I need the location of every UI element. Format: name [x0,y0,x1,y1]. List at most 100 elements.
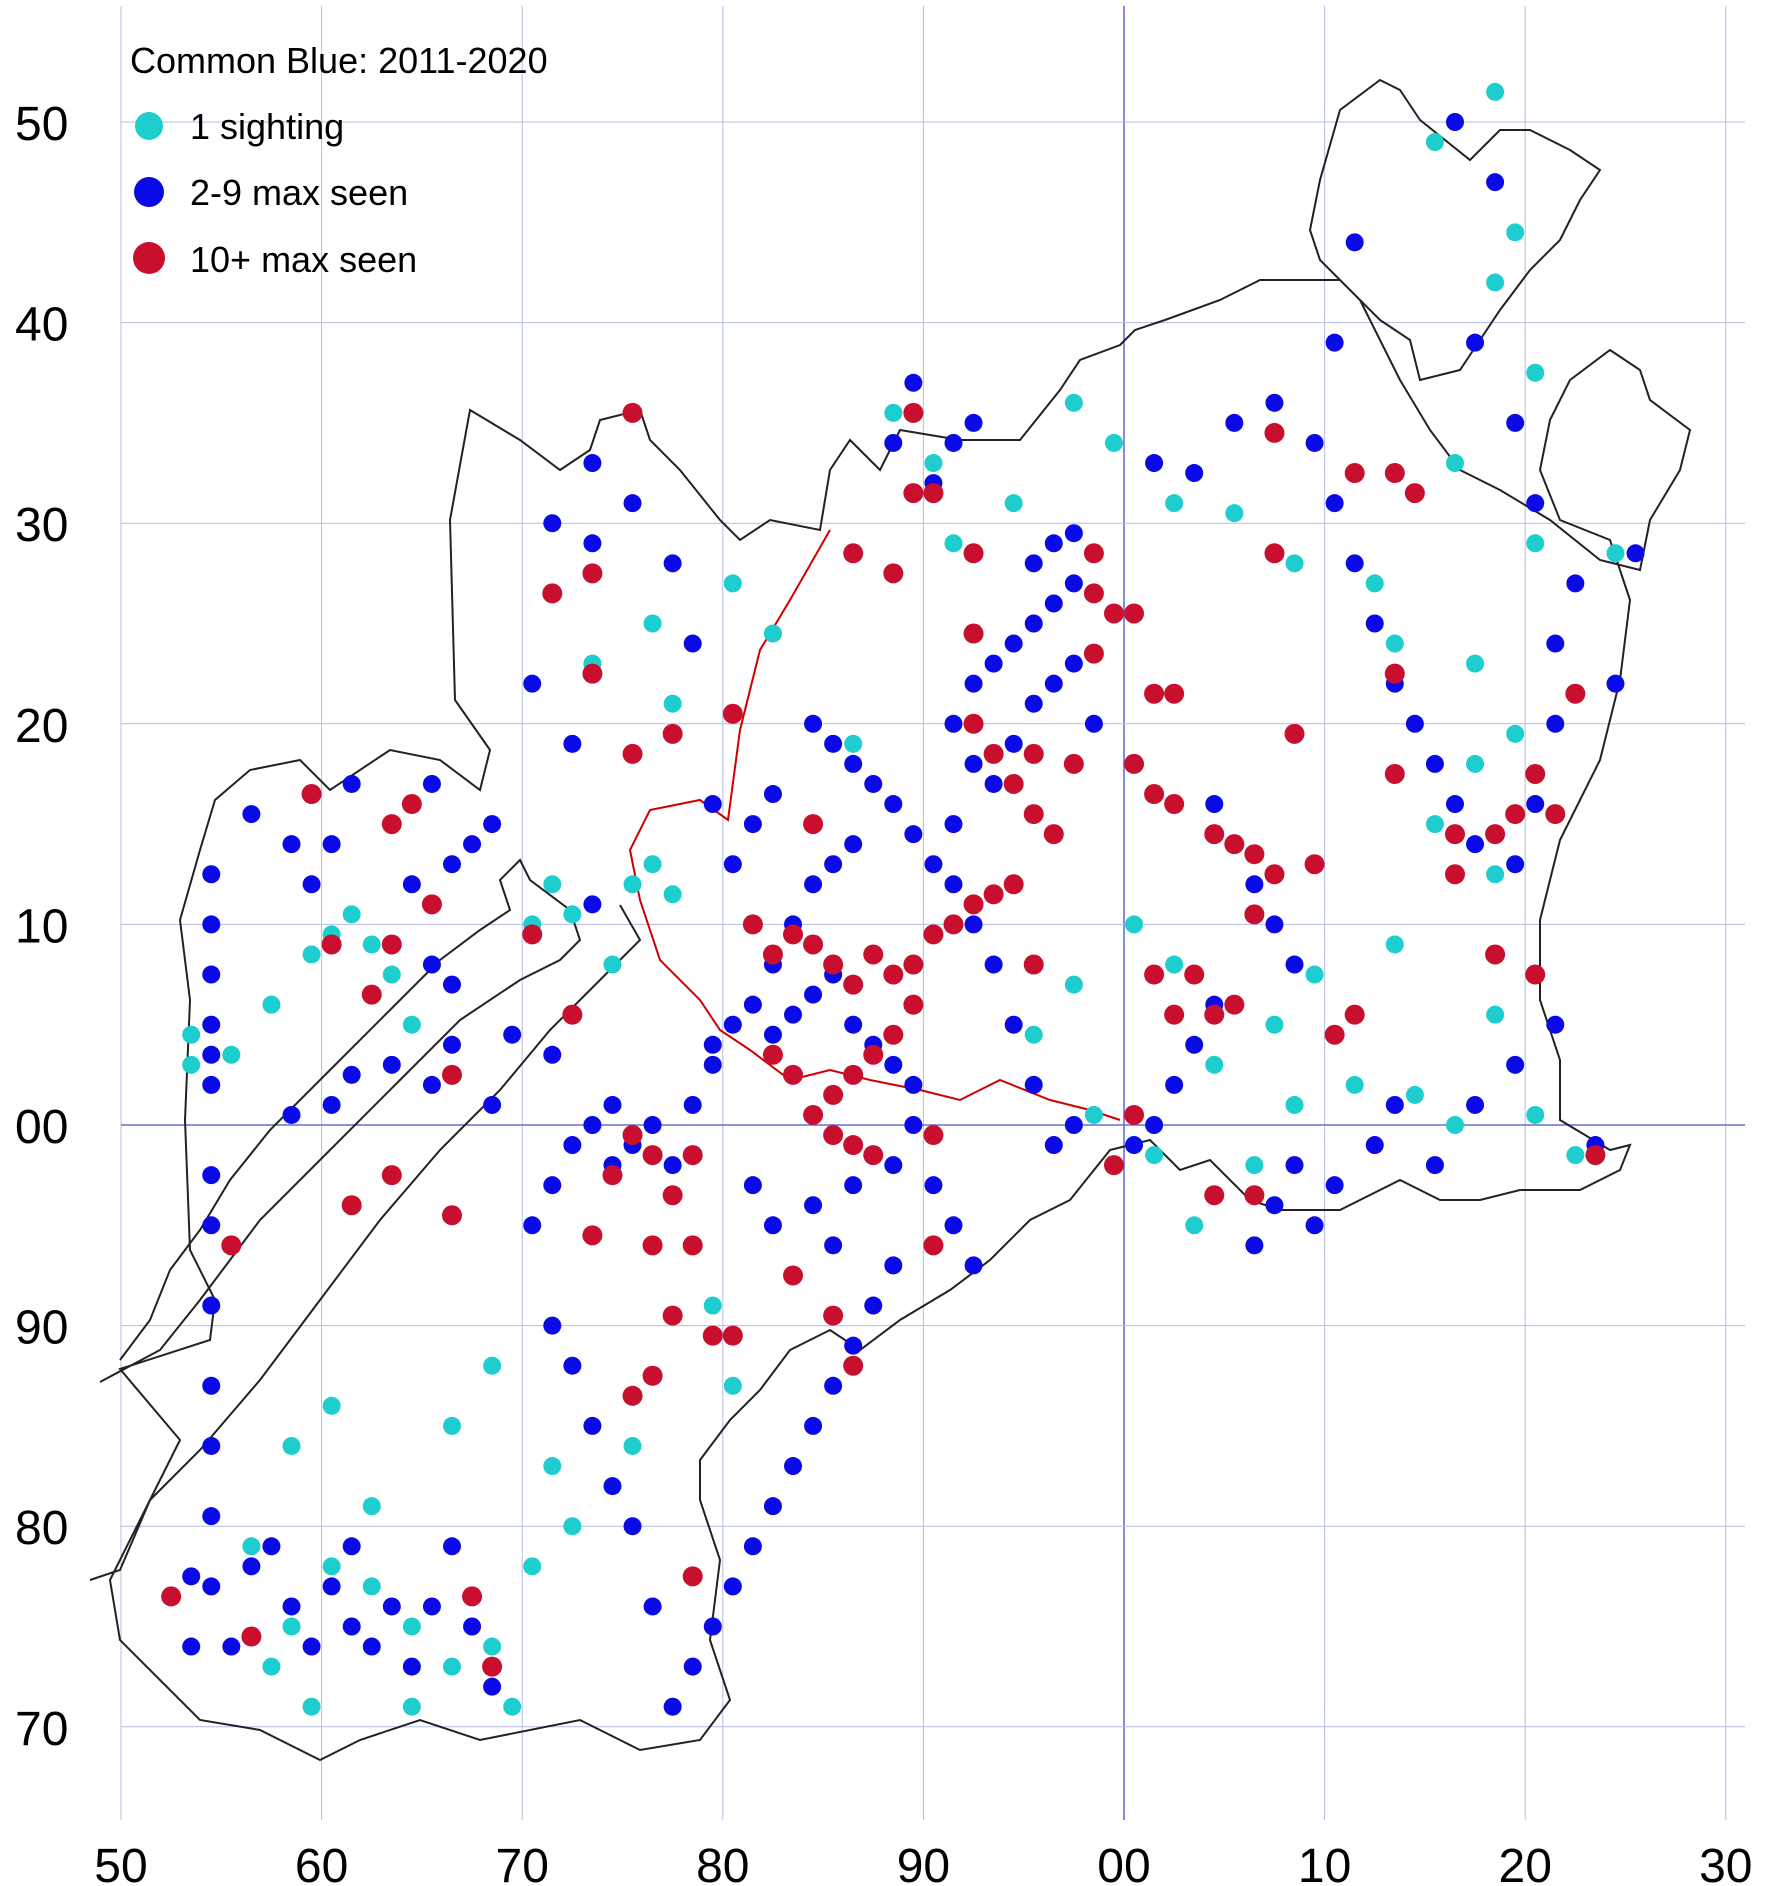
sighting-dot-one [1165,494,1184,513]
sighting-dot-few [463,835,482,854]
x-tick-label: 20 [1499,1840,1552,1886]
sighting-dot-one [402,1697,421,1716]
sighting-dot-one [663,885,682,904]
sighting-dot-few [683,1657,702,1676]
sighting-dot-many [843,1135,864,1156]
sighting-dot-many [823,1125,844,1146]
sighting-dot-one [543,875,562,894]
sighting-dot-few [964,413,983,432]
sighting-dot-one [603,955,622,974]
x-tick-label: 00 [1097,1840,1150,1886]
sighting-dot-few [1125,1136,1144,1155]
sighting-dot-many [1344,1004,1365,1025]
sighting-dot-one [623,875,642,894]
sighting-dot-many [1103,1155,1124,1176]
y-axis-labels: 50 40 30 20 10 00 90 80 70 [15,98,68,1756]
sighting-dot-few [583,895,602,914]
sighting-dot-few [964,1256,983,1275]
sighting-dot-few [683,634,702,653]
sighting-dot-few [1145,1116,1164,1134]
sighting-dot-many [702,1325,723,1346]
sighting-dot-many [823,954,844,975]
sighting-dot-many [1264,864,1285,885]
sighting-dot-many [903,954,924,975]
sighting-dot-few [723,1015,742,1034]
sighting-dot-few [984,955,1003,974]
sighting-dot-few [222,1637,241,1656]
sighting-dot-few [322,835,341,854]
sighting-dot-many [963,543,984,564]
sighting-dot-many [863,944,884,965]
sighting-dot-many [923,1235,944,1256]
sighting-dot-few [342,774,361,793]
sighting-dot-few [202,915,221,934]
sighting-dot-few [1325,1176,1344,1195]
sighting-dot-few [944,1216,963,1235]
sighting-dot-many [622,1385,643,1406]
sighting-dot-few [202,965,221,984]
sighting-dot-few [442,1035,461,1054]
sighting-dot-few [202,1507,221,1526]
sighting-dot-few [1084,714,1103,733]
x-tick-label: 60 [295,1840,348,1886]
sighting-dot-one [703,1296,722,1315]
sighting-dot-few [703,1055,722,1074]
sighting-dot-many [943,914,964,935]
sighting-dot-one [222,1045,241,1064]
sighting-dot-few [944,433,963,452]
sighting-dot-few [543,1176,562,1195]
sighting-dot-many [1384,663,1405,684]
sighting-dot-many [1304,854,1325,875]
sighting-dot-one [382,965,401,984]
sighting-dot-few [884,433,903,452]
sighting-dot-few [1165,1075,1184,1094]
sighting-dot-few [1526,494,1545,513]
sighting-dot-one [563,1517,582,1536]
sighting-dot-many [843,1064,864,1085]
sighting-dot-few [1445,113,1464,131]
sighting-dot-few [844,1336,863,1355]
sighting-dot-many [542,583,563,604]
sighting-dot-few [282,1105,301,1124]
sighting-dot-many [1344,463,1365,484]
sighting-dot-one [543,1457,562,1476]
sighting-dot-many [1244,904,1265,925]
sighting-dot-few [1305,1216,1324,1235]
sighting-dot-one [362,1577,381,1596]
sighting-dot-few [342,1065,361,1084]
sighting-dot-few [1365,1136,1384,1155]
sighting-dot-one [1405,1085,1424,1104]
sighting-dot-few [824,1376,843,1395]
sighting-dot-many [1244,1185,1265,1206]
sighting-dot-few [643,1116,662,1134]
y-tick-label: 10 [15,900,68,953]
sighting-dot-many [1083,643,1104,664]
sighting-dot-few [583,1416,602,1435]
sighting-dot-one [402,1617,421,1636]
sighting-dot-many [1284,723,1305,744]
sighting-dot-few [1506,855,1525,874]
sighting-dot-few [523,674,542,693]
sighting-dot-many [863,1044,884,1065]
sighting-dot-many [662,1305,683,1326]
sighting-dot-many [562,1004,583,1025]
x-tick-label: 30 [1699,1840,1752,1886]
sighting-dot-one [322,1557,341,1576]
sighting-dot-many [1244,844,1265,865]
sighting-dot-few [442,975,461,994]
sighting-dot-many [783,924,804,945]
sighting-dot-many [883,964,904,985]
sighting-dot-few [884,1055,903,1074]
sighting-dot-one [1064,975,1083,994]
sighting-dot-one [623,1436,642,1455]
sighting-dot-few [202,1166,221,1185]
sighting-dot-few [1546,634,1565,653]
sighting-dot-one [944,534,963,553]
sighting-dot-many [1485,824,1506,845]
sighting-dot-many [662,723,683,744]
sighting-dot-many [903,402,924,423]
sighting-dot-few [1325,333,1344,352]
sighting-dot-few [422,1597,441,1616]
sighting-dot-many [1164,1004,1185,1025]
